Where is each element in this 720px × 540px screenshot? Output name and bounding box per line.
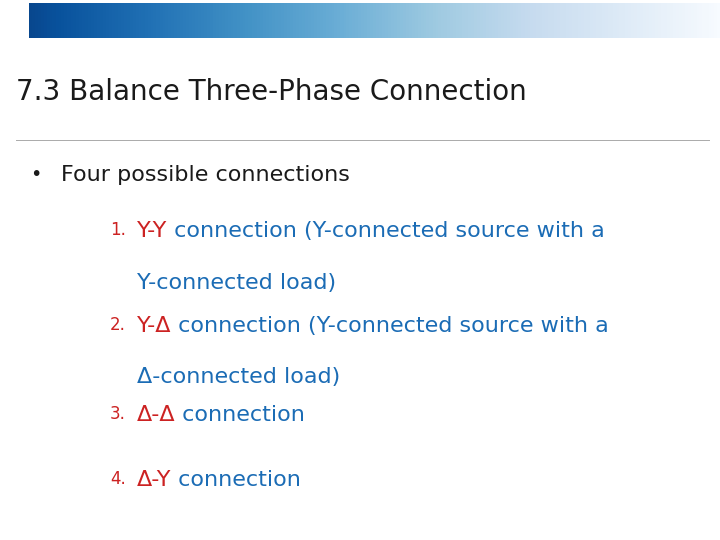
Text: Y-Δ: Y-Δ (137, 316, 171, 336)
Text: connection (Y-connected source with a: connection (Y-connected source with a (171, 316, 609, 336)
Text: 3.: 3. (110, 405, 126, 423)
Text: 1.: 1. (110, 221, 126, 239)
Text: connection: connection (171, 470, 301, 490)
Text: Δ-connected load): Δ-connected load) (137, 367, 340, 387)
Text: Δ-Δ: Δ-Δ (137, 405, 176, 425)
Text: 7.3 Balance Three-Phase Connection: 7.3 Balance Three-Phase Connection (16, 78, 526, 106)
Text: Y-Y: Y-Y (137, 221, 167, 241)
Text: •: • (30, 165, 42, 184)
Text: 4.: 4. (110, 470, 126, 488)
Text: connection (Y-connected source with a: connection (Y-connected source with a (167, 221, 605, 241)
Text: Δ-Y: Δ-Y (137, 470, 171, 490)
Text: Four possible connections: Four possible connections (61, 165, 350, 185)
Text: Y-connected load): Y-connected load) (137, 273, 336, 293)
Text: connection: connection (176, 405, 305, 425)
Text: 2.: 2. (110, 316, 126, 334)
